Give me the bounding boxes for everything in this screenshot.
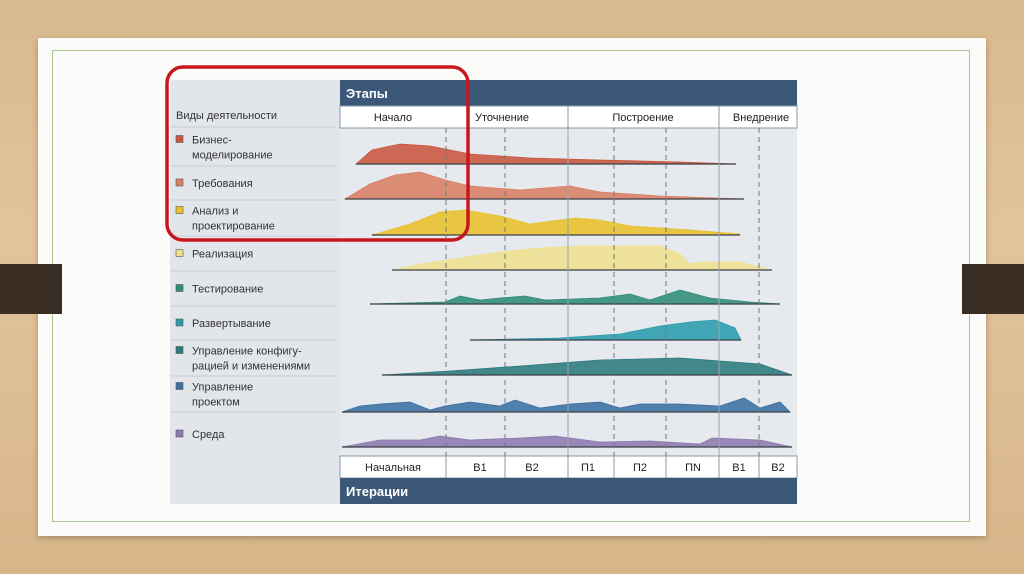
activity-swatch: [175, 249, 184, 257]
activity-swatch: [175, 382, 184, 390]
activity-swatch: [175, 135, 184, 143]
effort-hump: [341, 397, 791, 413]
phase-label: Внедрение: [733, 112, 789, 124]
effort-hump: [391, 245, 773, 271]
iteration-label: В2: [771, 462, 784, 474]
phases-header: [340, 80, 797, 106]
effort-hump: [343, 171, 745, 200]
activity-label: Реализация: [192, 249, 253, 261]
activity-label: Среда: [192, 429, 225, 441]
iteration-label: П1: [581, 462, 595, 474]
activity-swatch: [175, 429, 184, 438]
phase-label: Построение: [612, 112, 673, 124]
activity-swatch: [175, 318, 184, 327]
iteration-label: В1: [732, 462, 745, 474]
effort-hump: [369, 289, 781, 305]
effort-hump: [381, 357, 793, 376]
activity-swatch: [175, 346, 184, 354]
right-tab: [962, 264, 1024, 314]
activity-label: Управление конфигу-: [192, 346, 302, 358]
phase-label: Уточнение: [475, 112, 529, 124]
activity-label: проектом: [192, 397, 240, 409]
activity-label: рацией и изменениями: [192, 361, 310, 373]
effort-hump: [371, 209, 741, 236]
activity-label: Управление: [192, 382, 253, 394]
iteration-label: П2: [633, 462, 647, 474]
activities-panel: [170, 80, 340, 504]
activity-label: Тестирование: [192, 284, 263, 296]
effort-hump: [469, 319, 742, 341]
effort-hump: [354, 143, 737, 165]
activity-label: Бизнес-: [192, 135, 232, 147]
iteration-label: ПN: [685, 462, 701, 474]
activity-swatch: [175, 178, 184, 187]
activities-title: Виды деятельности: [176, 110, 277, 122]
highlight-frame: [165, 65, 470, 242]
iterations-title: Итерации: [346, 484, 408, 499]
phase-label: Начало: [374, 112, 412, 124]
iteration-label: Начальная: [365, 462, 421, 474]
activity-swatch: [175, 284, 184, 292]
activity-label: моделирование: [192, 150, 273, 162]
activity-swatch: [175, 206, 184, 214]
phases-title: Этапы: [346, 86, 388, 101]
activity-label: Требования: [192, 178, 253, 190]
iteration-label: В2: [525, 462, 538, 474]
iterations-footer: [340, 478, 797, 504]
activity-label: Анализ и: [192, 206, 238, 218]
iteration-label: В1: [473, 462, 486, 474]
activity-label: Развертывание: [192, 318, 271, 330]
activity-label: проектирование: [192, 221, 275, 233]
left-tab: [0, 264, 62, 314]
effort-hump: [341, 435, 793, 448]
